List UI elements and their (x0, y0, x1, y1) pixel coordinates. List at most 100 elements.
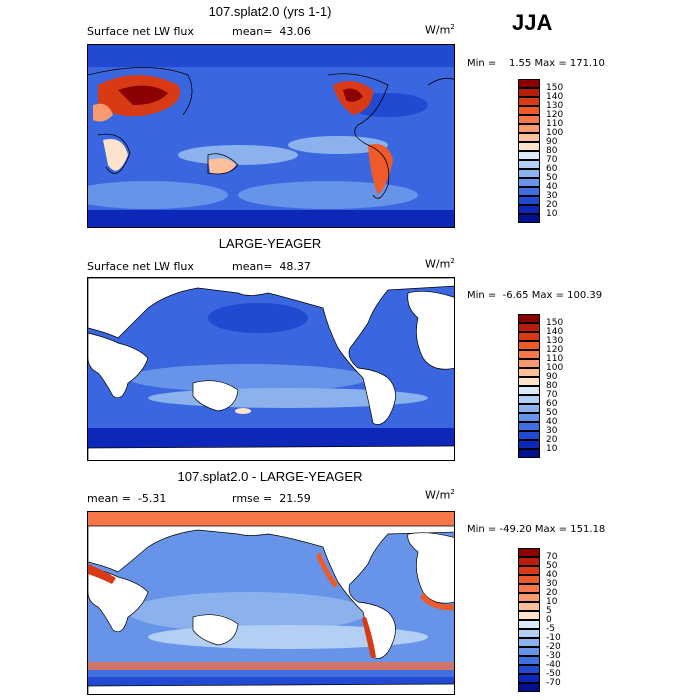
panel2-title: LARGE-YEAGER (218, 236, 322, 251)
colorbar-swatch (518, 575, 540, 584)
colorbar-tick-label: 20 (546, 587, 558, 598)
colorbar-swatch (518, 584, 540, 593)
panel2-map (87, 277, 455, 461)
colorbar-tick-label: 0 (546, 614, 552, 625)
colorbar-swatch (518, 638, 540, 647)
colorbar-swatch (518, 332, 540, 341)
colorbar-swatch (518, 178, 540, 187)
colorbar-swatch (518, 133, 540, 142)
colorbar-swatch (518, 674, 540, 683)
colorbar-swatch (518, 665, 540, 674)
colorbar-tick-label: 20 (546, 199, 558, 210)
colorbar-swatch (518, 205, 540, 214)
colorbar-tick-label: 10 (546, 596, 558, 607)
colorbar-tick-label: -70 (546, 677, 561, 688)
colorbar-tick-label: 50 (546, 560, 558, 571)
colorbar-swatch (518, 214, 540, 223)
colorbar-tick-label: 90 (546, 136, 558, 147)
colorbar-tick-label: 30 (546, 578, 558, 589)
colorbar-tick-label: -50 (546, 668, 561, 679)
colorbar-tick-label: -20 (546, 641, 561, 652)
panel3-title: 107.splat2.0 - LARGE-YEAGER (177, 469, 363, 484)
colorbar-swatch (518, 431, 540, 440)
colorbar-swatch (518, 404, 540, 413)
colorbar-swatch (518, 656, 540, 665)
panel3-minmax: Min = -49.20 Max = 151.18 (467, 524, 606, 535)
colorbar-tick-label: 100 (546, 127, 564, 138)
colorbar-swatch (518, 115, 540, 124)
colorbar-swatch (518, 548, 540, 557)
panel1-map (87, 44, 455, 228)
panel2-mean-label: mean= 48.37 (232, 260, 311, 273)
panel3-map (87, 511, 455, 695)
panel2-colorbar: 150 140 130 120 110 100 90 80 70 60 50 40 30 20 10 (518, 314, 598, 458)
colorbar-tick-label: 120 (546, 344, 564, 355)
colorbar-tick-label: 140 (546, 326, 564, 337)
colorbar-swatch (518, 124, 540, 133)
colorbar-swatch (518, 647, 540, 656)
colorbar-tick-label: 140 (546, 91, 564, 102)
panel1-minmax: Min = 1.55 Max = 171.10 (467, 58, 605, 69)
colorbar-tick-label: 110 (546, 353, 564, 364)
panel1-variable-label: Surface net LW flux (87, 25, 194, 38)
panel2-units: W/m2 (425, 257, 455, 271)
colorbar-swatch (518, 602, 540, 611)
colorbar-tick-label: 150 (546, 317, 564, 328)
colorbar-swatch (518, 395, 540, 404)
colorbar-tick-label: 50 (546, 407, 558, 418)
colorbar-swatch (518, 160, 540, 169)
colorbar-swatch (518, 377, 540, 386)
panel1-units: W/m2 (425, 23, 455, 37)
colorbar-tick-label: 80 (546, 380, 558, 391)
colorbar-tick-label: 10 (546, 208, 558, 219)
colorbar-swatch (518, 169, 540, 178)
colorbar-tick-label: 50 (546, 172, 558, 183)
colorbar-tick-label: 70 (546, 551, 558, 562)
colorbar-swatch (518, 341, 540, 350)
colorbar-tick-label: 10 (546, 443, 558, 454)
colorbar-tick-label: 120 (546, 109, 564, 120)
colorbar-swatch (518, 359, 540, 368)
colorbar-swatch (518, 449, 540, 458)
colorbar-swatch (518, 196, 540, 205)
panel1-mean-label: mean= 43.06 (232, 25, 311, 38)
colorbar-tick-label: 60 (546, 163, 558, 174)
colorbar-swatch (518, 386, 540, 395)
colorbar-swatch (518, 566, 540, 575)
colorbar-tick-label: 150 (546, 82, 564, 93)
colorbar-swatch (518, 79, 540, 88)
panel1-title: 107.splat2.0 (yrs 1-1) (208, 4, 332, 19)
colorbar-tick-label: 130 (546, 335, 564, 346)
colorbar-swatch (518, 629, 540, 638)
colorbar-swatch (518, 151, 540, 160)
panel2-minmax: Min = -6.65 Max = 100.39 (467, 290, 603, 301)
colorbar-tick-label: 90 (546, 371, 558, 382)
colorbar-swatch (518, 620, 540, 629)
colorbar-tick-label: -30 (546, 650, 561, 661)
colorbar-tick-label: 80 (546, 145, 558, 156)
colorbar-tick-label: 5 (546, 605, 552, 616)
panel3-mean-label: mean = -5.31 (87, 492, 167, 505)
colorbar-tick-label: 40 (546, 181, 558, 192)
colorbar-tick-label: 100 (546, 362, 564, 373)
colorbar-swatch (518, 314, 540, 323)
panel2-variable-label: Surface net LW flux (87, 260, 194, 273)
colorbar-swatch (518, 593, 540, 602)
colorbar-tick-label: -40 (546, 659, 561, 670)
colorbar-swatch (518, 683, 540, 692)
colorbar-swatch (518, 413, 540, 422)
colorbar-swatch (518, 557, 540, 566)
colorbar-swatch (518, 611, 540, 620)
colorbar-tick-label: -10 (546, 632, 561, 643)
colorbar-swatch (518, 440, 540, 449)
colorbar-tick-label: 60 (546, 398, 558, 409)
colorbar-tick-label: 40 (546, 416, 558, 427)
colorbar-tick-label: 70 (546, 154, 558, 165)
colorbar-swatch (518, 97, 540, 106)
colorbar-tick-label: 130 (546, 100, 564, 111)
panel1-colorbar: 150 140 130 120 110 100 90 80 70 60 50 40 30 20 10 (518, 79, 598, 223)
colorbar-tick-label: -5 (546, 623, 555, 634)
colorbar-swatch (518, 142, 540, 151)
panel3-rmse-label: rmse = 21.59 (232, 492, 311, 505)
colorbar-tick-label: 70 (546, 389, 558, 400)
